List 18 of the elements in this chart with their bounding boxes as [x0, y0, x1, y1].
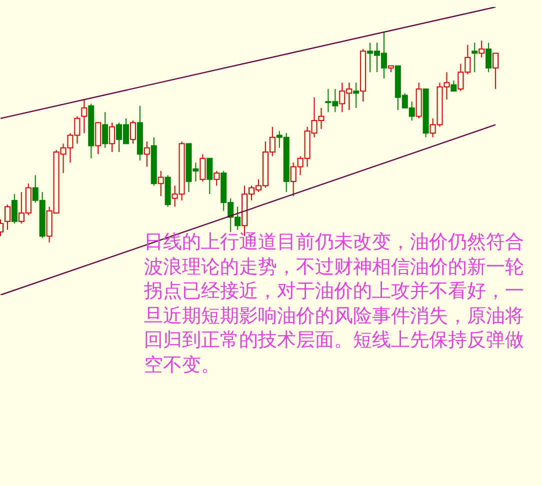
candlestick — [130, 120, 136, 144]
candlestick — [450, 80, 457, 92]
candlestick — [102, 112, 108, 148]
candlestick — [11, 194, 18, 224]
candlestick — [95, 122, 102, 155]
candlestick — [353, 82, 360, 108]
candlestick — [478, 40, 485, 58]
candlestick — [158, 170, 164, 197]
candlestick — [214, 170, 220, 186]
candlestick — [492, 52, 499, 90]
candlestick — [472, 42, 478, 73]
candlestick — [486, 42, 492, 73]
candlestick — [144, 141, 150, 168]
candlestick — [4, 204, 10, 230]
candlestick — [81, 98, 88, 134]
candlestick — [200, 154, 206, 182]
candlestick — [109, 122, 116, 153]
candlestick — [206, 158, 213, 195]
